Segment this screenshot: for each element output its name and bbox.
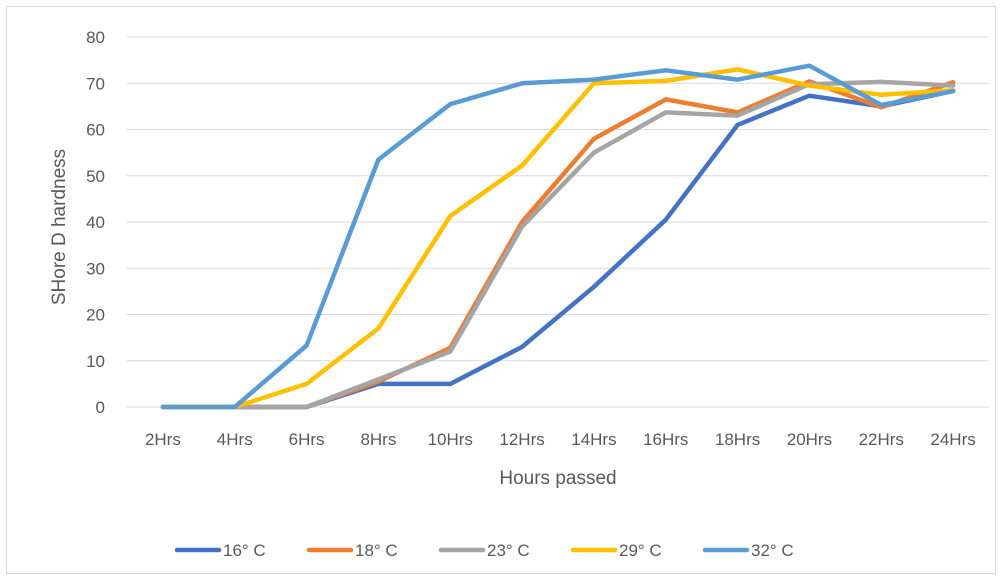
- legend-label: 29° C: [619, 541, 662, 560]
- legend-item: 29° C: [570, 541, 662, 560]
- x-tick-label: 6Hrs: [289, 430, 325, 449]
- x-tick-label: 10Hrs: [428, 430, 473, 449]
- legend-item: 32° C: [702, 541, 794, 560]
- y-tick-label: 40: [86, 213, 105, 232]
- x-axis-title: Hours passed: [499, 468, 616, 489]
- y-tick-label: 70: [86, 74, 105, 93]
- line-chart: 0 10 20 30 40 50 60 70 80 2Hrs 4Hrs 6Hrs 8Hrs 10Hrs 1…: [49, 28, 989, 560]
- x-tick-label: 8Hrs: [360, 430, 396, 449]
- chart-frame: 0 10 20 30 40 50 60 70 80 2Hrs 4Hrs 6Hrs 8Hrs 10Hrs 1…: [6, 6, 996, 574]
- legend-label: 32° C: [751, 541, 794, 560]
- x-tick-label: 24Hrs: [930, 430, 975, 449]
- y-tick-label: 30: [86, 259, 105, 278]
- series-line-4: [160, 63, 956, 410]
- series-line-1: [160, 79, 956, 410]
- y-tick-label: 60: [86, 121, 105, 140]
- legend-label: 16° C: [223, 541, 266, 560]
- x-tick-label: 12Hrs: [499, 430, 544, 449]
- series-lines: [160, 63, 956, 410]
- series-line-0: [160, 88, 956, 410]
- legend-item: 23° C: [438, 541, 530, 560]
- gridlines: [127, 36, 989, 408]
- legend-item: 16° C: [174, 541, 266, 560]
- series-line-2: [160, 79, 956, 410]
- legend: 16° C 18° C 23° C 29° C 32° C: [174, 541, 794, 560]
- x-tick-label: 20Hrs: [787, 430, 832, 449]
- y-tick-label: 80: [86, 28, 105, 47]
- x-tick-label: 2Hrs: [145, 430, 181, 449]
- x-tick-labels: 2Hrs 4Hrs 6Hrs 8Hrs 10Hrs 12Hrs 14Hrs 16Hrs 18Hr…: [145, 430, 976, 449]
- x-tick-label: 22Hrs: [859, 430, 904, 449]
- series-line-3: [160, 67, 956, 410]
- x-tick-label: 18Hrs: [715, 430, 760, 449]
- y-tick-label: 50: [86, 167, 105, 186]
- x-tick-label: 16Hrs: [643, 430, 688, 449]
- x-tick-label: 4Hrs: [217, 430, 253, 449]
- y-tick-label: 0: [96, 398, 105, 417]
- y-axis-title: SHore D hardness: [49, 149, 70, 305]
- x-tick-label: 14Hrs: [571, 430, 616, 449]
- legend-label: 18° C: [355, 541, 398, 560]
- y-tick-label: 20: [86, 306, 105, 325]
- legend-label: 23° C: [487, 541, 530, 560]
- y-tick-labels: 0 10 20 30 40 50 60 70 80: [86, 28, 105, 417]
- y-tick-label: 10: [86, 352, 105, 371]
- legend-item: 18° C: [306, 541, 398, 560]
